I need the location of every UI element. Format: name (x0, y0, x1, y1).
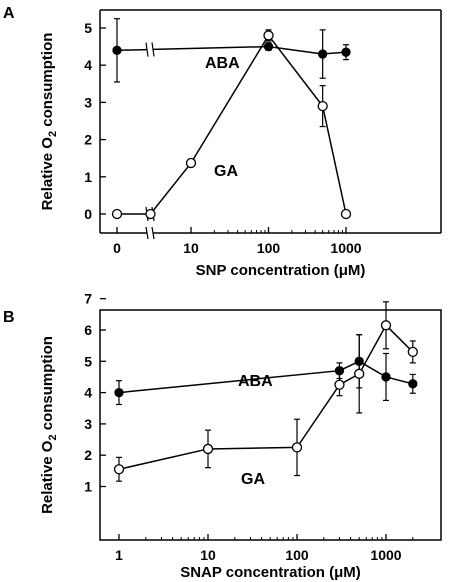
x-tick-label: 10 (183, 240, 199, 256)
y-tick-label: 1 (84, 479, 92, 495)
series-line (118, 448, 209, 471)
series-line (267, 34, 324, 107)
series-label-aba: ABA (205, 55, 240, 72)
x-axis-label: SNP concentration (μM) (196, 262, 366, 279)
y-tick-label: 2 (84, 447, 92, 463)
series-label-ga: GA (241, 471, 265, 488)
series-line (207, 446, 298, 450)
data-point-aba (408, 379, 418, 389)
data-point-aba (318, 49, 328, 59)
y-tick-label: 3 (84, 416, 92, 432)
x-tick-label: 100 (257, 240, 281, 256)
series-line (358, 360, 387, 378)
y-tick-label: 4 (84, 385, 92, 401)
series-line (152, 45, 269, 51)
data-point-ga (407, 346, 418, 358)
data-point-aba (114, 387, 124, 398)
data-point-aba (341, 47, 351, 57)
axis-break-mark (145, 226, 149, 240)
x-tick-label: 1000 (330, 240, 361, 256)
panel-b: B 1 2 3 4 5 6 7 1 10 100 1000 Relative O2 consumptio… (3, 291, 442, 581)
panel-letter: B (3, 309, 15, 326)
data-point-aba (112, 45, 122, 55)
series-label-aba: ABA (238, 373, 273, 390)
y-tick-label: 5 (84, 353, 92, 369)
data-point-ga (334, 379, 345, 390)
series-line (190, 35, 270, 164)
y-tick-label: 3 (84, 94, 92, 110)
x-tick-label: 0 (113, 240, 121, 256)
plot-frame (99, 309, 442, 541)
x-axis-label: SNAP concentration (μM) (180, 564, 361, 581)
series-label-ga: GA (214, 163, 238, 180)
line-break-mark (151, 42, 155, 57)
y-tick-label: 2 (84, 132, 92, 148)
x-tick-label: 100 (285, 547, 309, 563)
series-line (149, 162, 192, 215)
y-tick-label: 7 (84, 291, 92, 307)
data-point-ga (145, 208, 156, 220)
y-tick-label: 4 (84, 57, 92, 73)
y-tick-label: 5 (84, 20, 92, 36)
data-point-ga (380, 320, 392, 331)
series-line (385, 324, 414, 353)
y-tick-label: 1 (84, 169, 92, 185)
data-point-ga (354, 368, 365, 379)
y-tick-label: 6 (84, 322, 92, 338)
series-line (268, 45, 323, 55)
series-line (116, 48, 148, 52)
data-point-ga (111, 208, 123, 220)
data-point-ga (340, 208, 352, 220)
x-tick-label: 10 (200, 547, 216, 563)
series-line (321, 105, 347, 215)
data-point-ga (185, 157, 197, 169)
data-point-ga (317, 100, 328, 112)
series-line (358, 324, 387, 375)
data-point-aba (263, 41, 274, 52)
x-tick-label: 1000 (370, 547, 401, 563)
panel-a: A 0 1 2 3 4 5 0 10 100 1000 Relative O2 consumption… (3, 5, 442, 279)
y-axis-label: Relative O2 consumption (39, 336, 59, 514)
x-tick-label: 1 (115, 547, 123, 563)
data-point-ga (202, 443, 214, 455)
series-line (296, 384, 341, 448)
y-axis-label: Relative O2 consumption (39, 33, 59, 211)
data-point-aba (381, 372, 391, 382)
axis-break-mark (151, 226, 155, 240)
data-point-ga (113, 464, 125, 475)
line-break-mark (145, 42, 149, 57)
panel-letter: A (3, 5, 15, 22)
data-point-ga (291, 442, 303, 453)
y-tick-label: 0 (84, 206, 92, 222)
data-point-ga (263, 30, 274, 41)
series-line (118, 369, 340, 394)
